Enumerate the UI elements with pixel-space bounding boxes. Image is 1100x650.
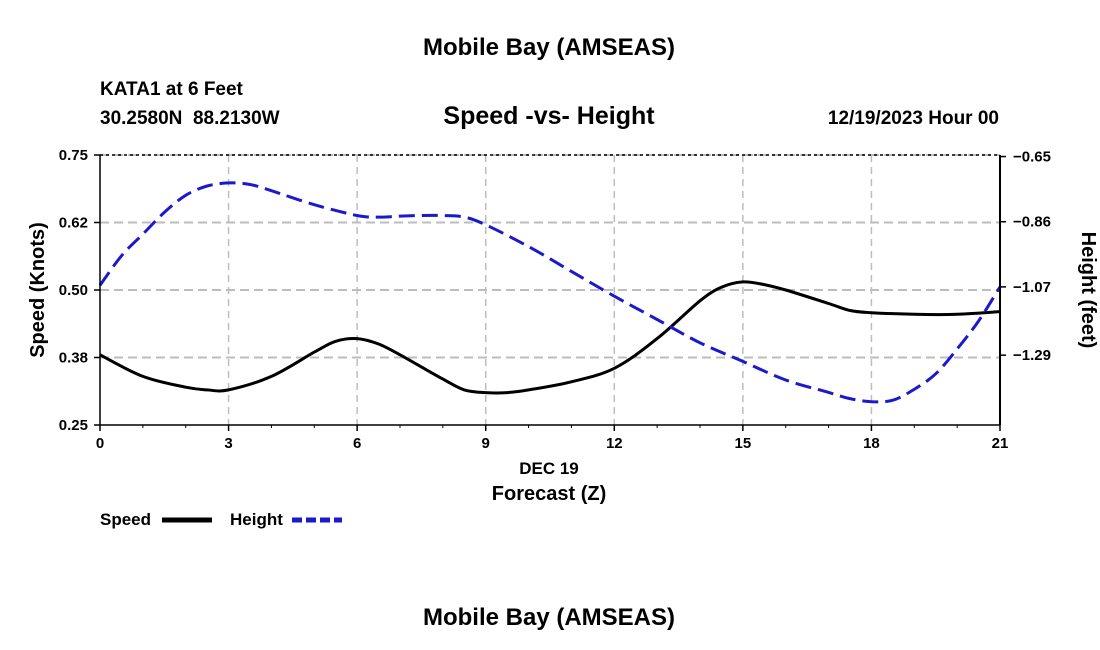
y-right-tick-label: −0.65	[1013, 149, 1051, 166]
x-tick-label: 0	[96, 435, 104, 452]
x-axis-label: Forecast (Z)	[492, 483, 606, 505]
station-name: KATA1 at 6 Feet	[100, 79, 244, 100]
series-layer	[98, 181, 1002, 404]
x-tick-label: 6	[353, 435, 361, 452]
x-tick-label: 3	[224, 435, 232, 452]
x-axis-date-label: DEC 19	[519, 459, 579, 478]
y-right-tick-label: −1.29	[1013, 347, 1051, 364]
legend: Speed Height	[100, 510, 342, 529]
x-tick-label: 12	[606, 435, 623, 452]
page-title: Mobile Bay (AMSEAS)	[423, 34, 675, 61]
series-line-height	[98, 181, 1002, 404]
y-right-tick-label: −1.07	[1013, 279, 1051, 296]
chart-title: Speed -vs- Height	[443, 102, 655, 130]
y-axis-right-label: Height (feet)	[1077, 232, 1099, 349]
y-left-tick-label: 0.62	[59, 215, 88, 232]
x-tick-label: 18	[863, 435, 880, 452]
y-left-tick-label: 0.25	[59, 417, 88, 434]
x-tick-label: 15	[735, 435, 752, 452]
axes	[94, 154, 1006, 431]
tick-labels: 0 3 6 9 12 15 18 21 0.25 0.38 0.50 0.62 0.75 −0.65 −0.…	[59, 147, 1051, 452]
forecast-date: 12/19/2023 Hour 00	[828, 108, 999, 129]
y-left-tick-label: 0.38	[59, 350, 88, 367]
bottom-title: Mobile Bay (AMSEAS)	[423, 604, 675, 631]
y-left-tick-label: 0.75	[59, 147, 88, 164]
legend-speed-label: Speed	[100, 510, 151, 529]
station-coords: 30.2580N 88.2130W	[100, 108, 280, 129]
grid-lines	[100, 154, 1000, 425]
series-line-speed	[99, 280, 1001, 395]
y-left-tick-label: 0.50	[59, 282, 88, 299]
legend-height-label: Height	[230, 510, 283, 529]
y-right-tick-label: −0.86	[1013, 214, 1051, 231]
x-tick-label: 21	[992, 435, 1009, 452]
x-tick-label: 9	[482, 435, 490, 452]
y-axis-left-label: Speed (Knots)	[27, 222, 49, 358]
